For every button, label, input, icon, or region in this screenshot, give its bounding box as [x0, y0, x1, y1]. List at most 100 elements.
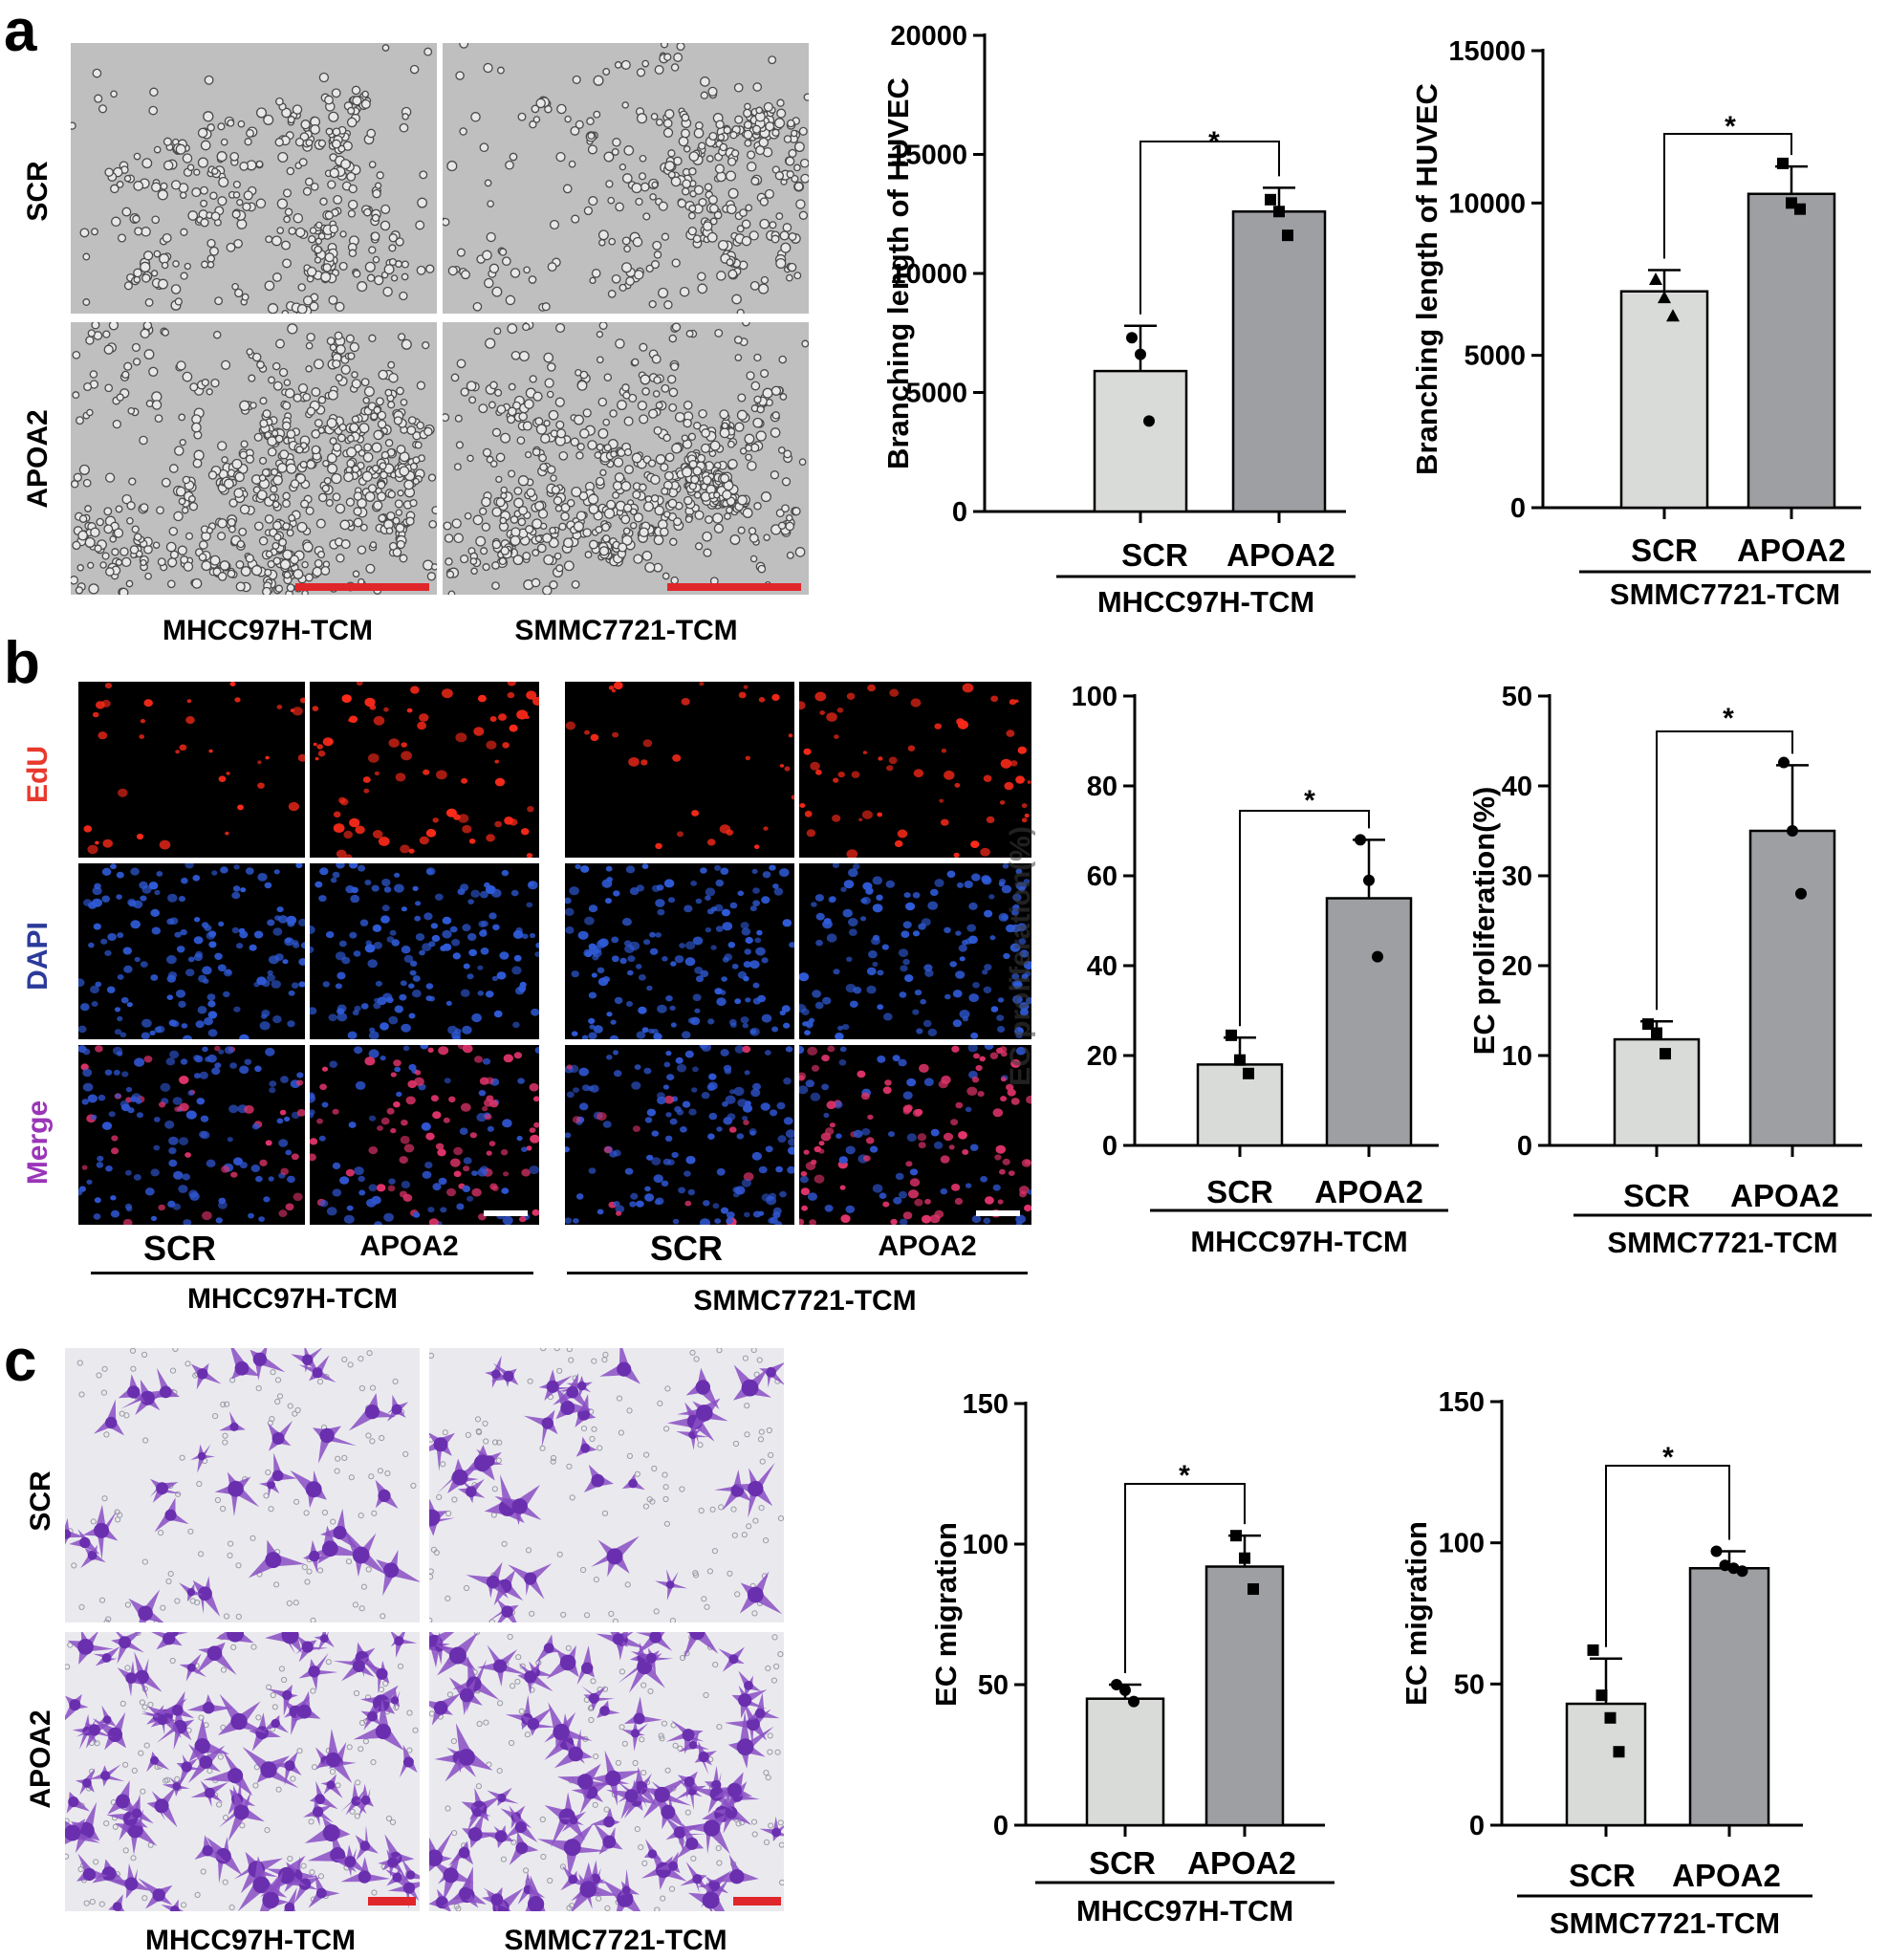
cell: [543, 420, 551, 427]
data-point: [1660, 1048, 1671, 1060]
cell: [288, 227, 296, 235]
nucleus: [96, 701, 105, 709]
nucleus: [117, 932, 124, 939]
cell: [397, 333, 406, 341]
migrated-cell-nucleus: [150, 1755, 159, 1765]
membrane-pore: [198, 1714, 205, 1721]
membrane-pore: [287, 1403, 293, 1409]
nucleus: [591, 972, 597, 978]
fluorescence-image: [565, 682, 794, 858]
y-tick-label: 150: [963, 1389, 1009, 1420]
membrane-pore: [306, 1568, 313, 1575]
cell: [568, 160, 576, 168]
nucleus: [845, 1145, 856, 1155]
cell: [717, 239, 729, 251]
nucleus: [249, 944, 257, 951]
fluorescence-image: [310, 863, 539, 1039]
membrane-pore: [616, 1395, 623, 1402]
nucleus: [115, 1093, 121, 1099]
membrane-pore: [475, 1783, 483, 1790]
cell: [198, 553, 207, 562]
membrane-pore: [158, 1530, 164, 1536]
nucleus: [513, 1052, 523, 1059]
membrane-pore: [370, 1759, 377, 1766]
cell: [650, 494, 660, 503]
cell: [701, 428, 711, 438]
migrated-cell-nucleus: [302, 1354, 314, 1365]
nucleus: [293, 1192, 303, 1202]
membrane-pore: [763, 1537, 770, 1544]
nucleus: [1000, 1077, 1007, 1082]
nucleus: [440, 1207, 447, 1213]
membrane-pore: [380, 1613, 386, 1620]
migrated-cell-nucleus: [624, 1789, 639, 1803]
nucleus: [769, 864, 776, 871]
cell: [617, 400, 627, 411]
nucleus: [341, 956, 351, 965]
cell: [739, 208, 748, 217]
nucleus: [428, 995, 435, 1002]
membrane-pore: [98, 1597, 106, 1603]
migrated-cell-nucleus: [387, 1857, 399, 1868]
nucleus: [638, 1006, 647, 1014]
nucleus: [989, 1052, 999, 1059]
nucleus: [356, 682, 363, 686]
cell: [268, 376, 275, 384]
nucleus: [899, 1190, 907, 1199]
cell: [163, 160, 174, 171]
nucleus: [902, 1211, 913, 1220]
membrane-pore: [169, 1367, 177, 1374]
cell: [639, 154, 647, 163]
membrane-pore: [141, 1895, 148, 1902]
nucleus: [849, 1000, 858, 1008]
cell: [319, 197, 328, 207]
membrane-pore: [442, 1429, 448, 1436]
cell: [89, 370, 98, 379]
cell: [801, 339, 809, 348]
nucleus: [494, 777, 506, 787]
cell: [783, 135, 792, 143]
nucleus: [427, 1207, 435, 1213]
y-tick-label: 40: [1087, 951, 1118, 982]
migrated-cell-nucleus: [599, 1706, 610, 1716]
nucleus: [83, 825, 93, 833]
migrated-cell-nucleus: [646, 1652, 657, 1664]
nucleus: [832, 815, 841, 822]
fluorescence-image: [310, 1045, 539, 1225]
nucleus: [684, 1050, 694, 1058]
nucleus: [933, 1141, 944, 1149]
cell: [664, 452, 675, 463]
nucleus: [197, 1006, 207, 1014]
nucleus: [839, 1046, 847, 1053]
membrane-pore: [476, 1720, 483, 1728]
cell: [543, 352, 554, 363]
nucleus: [116, 894, 122, 900]
nucleus: [706, 908, 714, 915]
cell: [727, 459, 738, 469]
nucleus: [98, 731, 108, 740]
cell: [317, 139, 327, 148]
cell: [707, 86, 718, 97]
nucleus: [690, 881, 697, 886]
fluorescence-micrograph: [565, 1045, 794, 1225]
cell: [727, 269, 738, 279]
nucleus: [814, 1001, 824, 1010]
nucleus: [902, 1108, 911, 1115]
cell: [489, 381, 498, 390]
nucleus: [885, 880, 895, 888]
membrane-pore: [140, 1788, 146, 1795]
nucleus: [234, 697, 241, 703]
membrane-pore: [321, 1509, 328, 1516]
nucleus: [336, 1004, 347, 1013]
nucleus: [438, 1046, 449, 1056]
nucleus: [616, 1210, 622, 1216]
nucleus: [882, 1086, 892, 1095]
cell: [359, 523, 368, 532]
migrated-cell-nucleus: [503, 1370, 514, 1382]
nucleus: [708, 1073, 717, 1080]
nucleus: [467, 899, 474, 904]
cell: [532, 549, 540, 557]
data-point: [1727, 1562, 1740, 1575]
nucleus: [521, 1168, 531, 1177]
nucleus: [1010, 909, 1019, 916]
